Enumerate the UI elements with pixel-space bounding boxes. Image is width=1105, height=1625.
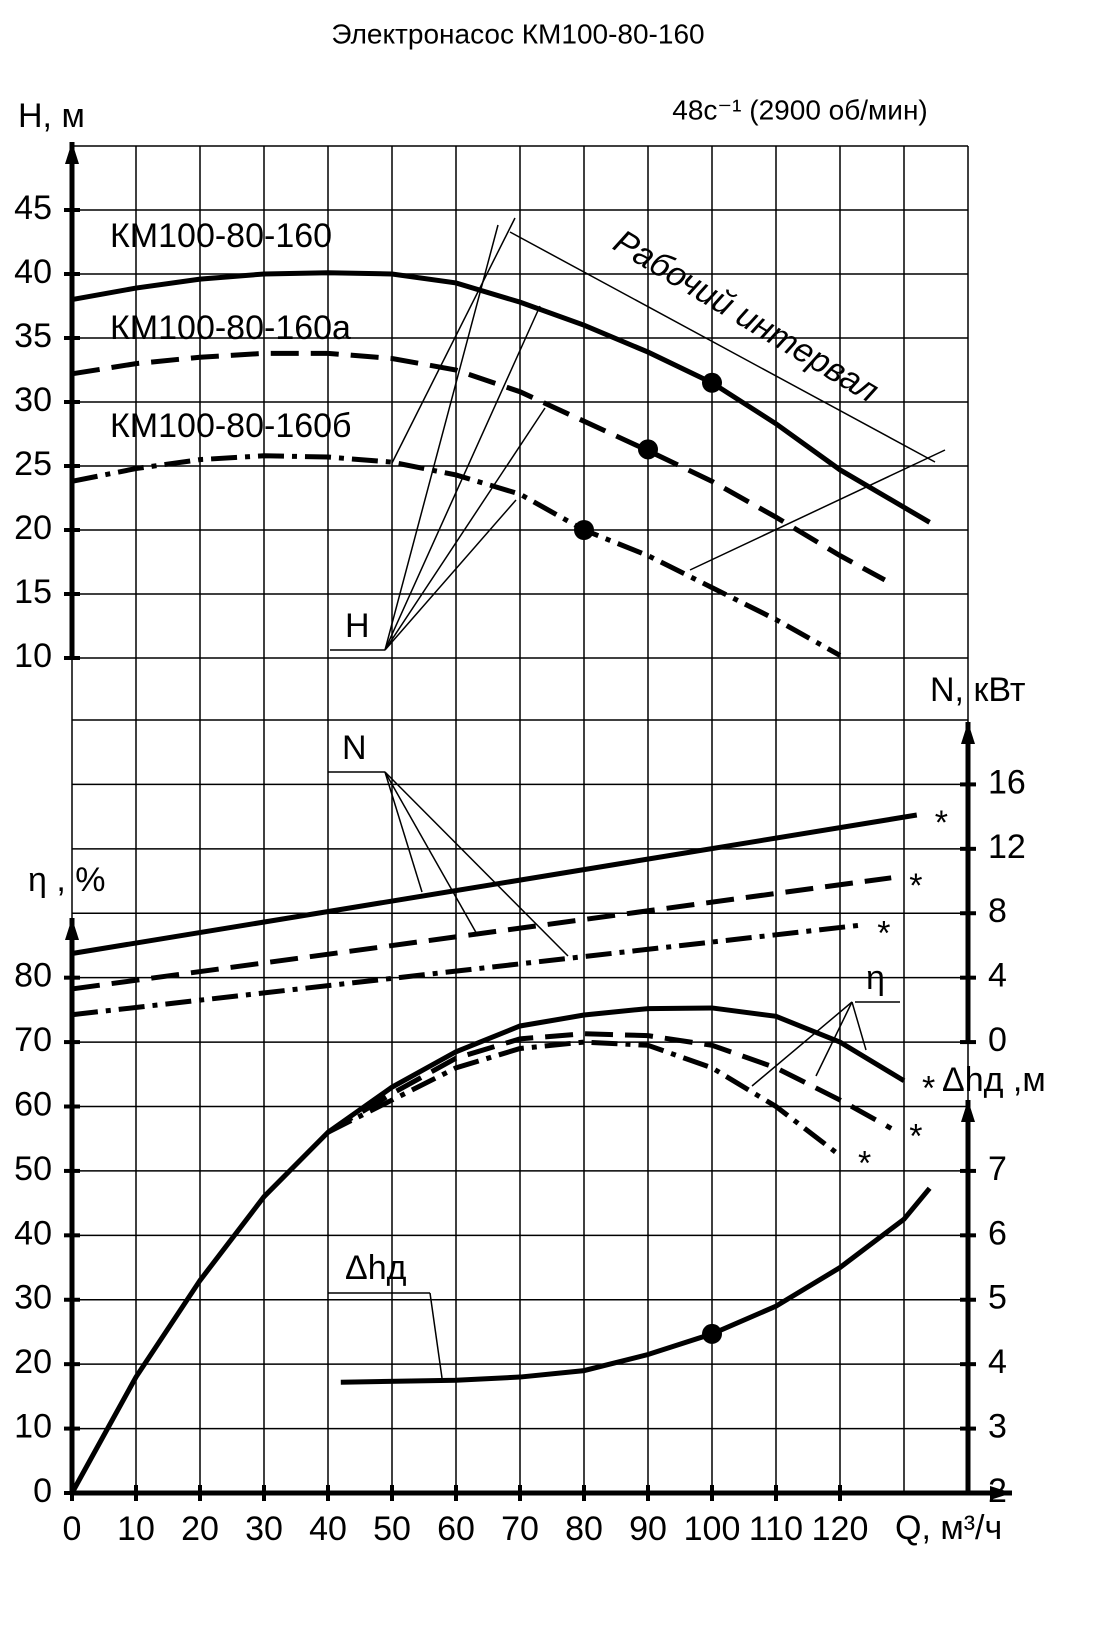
y3-tick-label: 4 <box>988 1343 1007 1381</box>
y3-tick-label: 3 <box>988 1408 1007 1446</box>
series-line <box>71 453 842 658</box>
y2-tick-label: 8 <box>988 892 1007 930</box>
y-tick-label: 30 <box>14 381 52 419</box>
leader-line <box>815 1001 853 1077</box>
y-axis-label: H, м <box>18 97 85 135</box>
y2-tick-label: 16 <box>988 763 1026 801</box>
y3-axis-label: Δhд ,м <box>942 1061 1046 1099</box>
series-line <box>326 1039 842 1158</box>
series-line <box>71 350 886 583</box>
series-label: КМ100-80-160 <box>110 217 332 255</box>
marker <box>702 372 722 393</box>
series-line <box>71 270 931 525</box>
y3-tick-label: 7 <box>988 1150 1007 1188</box>
axis-arrow <box>990 1486 1012 1500</box>
leader-line <box>384 224 499 651</box>
leader-line <box>384 771 479 937</box>
x-tick-label: 60 <box>437 1510 475 1548</box>
chart-title: Электронасос КМ100-80-160 <box>331 18 704 49</box>
end-label: * <box>909 867 922 905</box>
y-tick-label: 40 <box>14 1214 52 1252</box>
y-tick-label: 20 <box>14 509 52 547</box>
series-line <box>71 875 892 992</box>
marker <box>574 520 594 540</box>
x-tick-label: 80 <box>565 1510 603 1548</box>
y-tick-label: 30 <box>14 1279 52 1317</box>
x-tick-label: 20 <box>181 1510 219 1548</box>
series-line <box>69 1005 906 1495</box>
y-tick-label: 25 <box>14 445 52 483</box>
leader-line <box>391 217 516 464</box>
leader-line <box>751 1001 853 1087</box>
y-tick-label: 40 <box>14 253 52 291</box>
leader-line <box>429 1292 443 1379</box>
y-tick-label: 10 <box>14 637 52 675</box>
x-tick-label: 50 <box>373 1510 411 1548</box>
annotation: η <box>866 959 885 997</box>
y3-tick-label: 6 <box>988 1214 1007 1252</box>
y-tick-label: 60 <box>14 1085 52 1123</box>
y2-tick-label: 4 <box>988 957 1007 995</box>
y-tick-label: 45 <box>14 189 52 227</box>
x-tick-label: 40 <box>309 1510 347 1548</box>
marker <box>638 439 658 460</box>
series-label: КМ100-80-160б <box>110 407 352 445</box>
annotation: H <box>345 607 370 645</box>
leader-line <box>384 771 569 957</box>
series-line <box>326 1031 893 1135</box>
axis-arrow <box>65 142 79 164</box>
y-tick-label: 20 <box>14 1343 52 1381</box>
y2-tick-label: 12 <box>988 828 1026 866</box>
leader-line <box>509 231 936 463</box>
x-tick-label: 90 <box>629 1510 667 1548</box>
annotation: Рабочий интервал <box>607 222 885 410</box>
y-tick-label: 50 <box>14 1150 52 1188</box>
chart-subtitle: 48с⁻¹ (2900 об/мин) <box>672 94 928 125</box>
annotation: N <box>342 729 367 767</box>
x-tick-label: 100 <box>684 1510 741 1548</box>
leader-line <box>384 771 423 893</box>
y-tick-label: 0 <box>33 1472 52 1510</box>
leader-line <box>384 499 517 651</box>
series-line <box>71 812 918 956</box>
x-tick-label: 110 <box>749 1510 803 1548</box>
x-tick-label: 120 <box>812 1510 869 1548</box>
end-label: * <box>922 1070 935 1108</box>
y-tick-label: 10 <box>14 1408 52 1446</box>
leader-line <box>384 407 546 651</box>
y-tick-label: 15 <box>14 573 52 611</box>
marker <box>702 1323 722 1344</box>
y-tick-label: 80 <box>14 957 52 995</box>
series-label: КМ100-80-160а <box>110 309 351 347</box>
x-axis-label: Q, м³/ч <box>895 1509 1002 1547</box>
x-tick-label: 70 <box>501 1510 539 1548</box>
end-label: * <box>858 1144 871 1182</box>
y-axis-label: η , % <box>28 861 105 899</box>
end-label: * <box>877 914 890 952</box>
x-tick-label: 10 <box>117 1510 155 1548</box>
y3-tick-label: 5 <box>988 1279 1007 1317</box>
y-tick-label: 35 <box>14 317 52 355</box>
x-tick-label: 0 <box>63 1510 82 1548</box>
leader-line <box>384 305 541 651</box>
series-line <box>71 922 860 1018</box>
y-tick-label: 70 <box>14 1021 52 1059</box>
y2-axis-label: N, кВт <box>930 671 1025 709</box>
x-tick-label: 30 <box>245 1510 283 1548</box>
annotation: Δhд <box>345 1249 407 1287</box>
axis-arrow <box>961 1100 975 1122</box>
end-label: * <box>909 1117 922 1155</box>
leader-line <box>689 449 946 571</box>
axis-arrow <box>65 918 79 940</box>
series-line <box>340 1186 932 1385</box>
end-label: * <box>935 804 948 842</box>
leader-line <box>851 1001 867 1051</box>
axis-arrow <box>961 722 975 744</box>
y2-tick-label: 0 <box>988 1021 1007 1059</box>
